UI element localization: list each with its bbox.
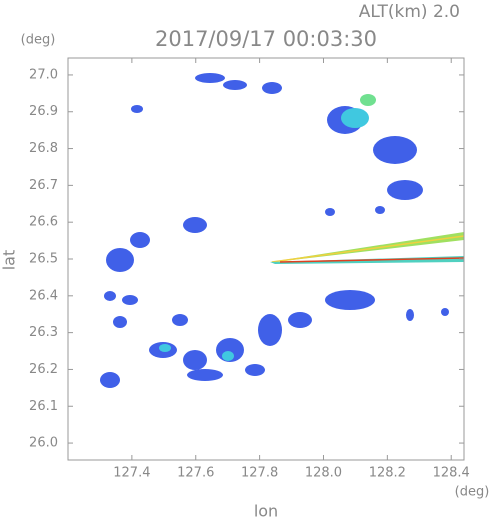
x-tick-label: 128.4 bbox=[433, 466, 470, 481]
y-tick-label: 26.2 bbox=[29, 362, 58, 377]
x-tick-label: 127.8 bbox=[241, 466, 278, 481]
y-tick-label: 26.3 bbox=[29, 325, 58, 340]
y-tick-label: 26.8 bbox=[29, 141, 58, 156]
y-tick-label: 26.1 bbox=[29, 399, 58, 414]
y-unit: (deg) bbox=[21, 33, 56, 48]
y-tick-label: 26.0 bbox=[29, 436, 58, 451]
y-tick-label: 26.6 bbox=[29, 215, 58, 230]
y-tick-label: 26.9 bbox=[29, 104, 58, 119]
y-tick-label: 27.0 bbox=[29, 67, 58, 82]
y-tick-label: 26.7 bbox=[29, 178, 58, 193]
x-axis-label: lon bbox=[254, 502, 278, 521]
y-tick-label: 26.4 bbox=[29, 288, 58, 303]
x-tick-label: 127.4 bbox=[113, 466, 150, 481]
x-tick-label: 128.2 bbox=[369, 466, 406, 481]
altitude: ALT(km) 2.0 bbox=[359, 2, 460, 22]
x-tick-label: 127.6 bbox=[177, 466, 214, 481]
chart-title: 2017/09/17 00:03:30 bbox=[155, 27, 377, 51]
y-tick-label: 26.5 bbox=[29, 252, 58, 267]
x-tick-label: 128.0 bbox=[305, 466, 342, 481]
radar-echoes bbox=[100, 73, 465, 388]
x-unit: (deg) bbox=[455, 485, 490, 500]
y-axis-label: lat bbox=[0, 250, 19, 271]
